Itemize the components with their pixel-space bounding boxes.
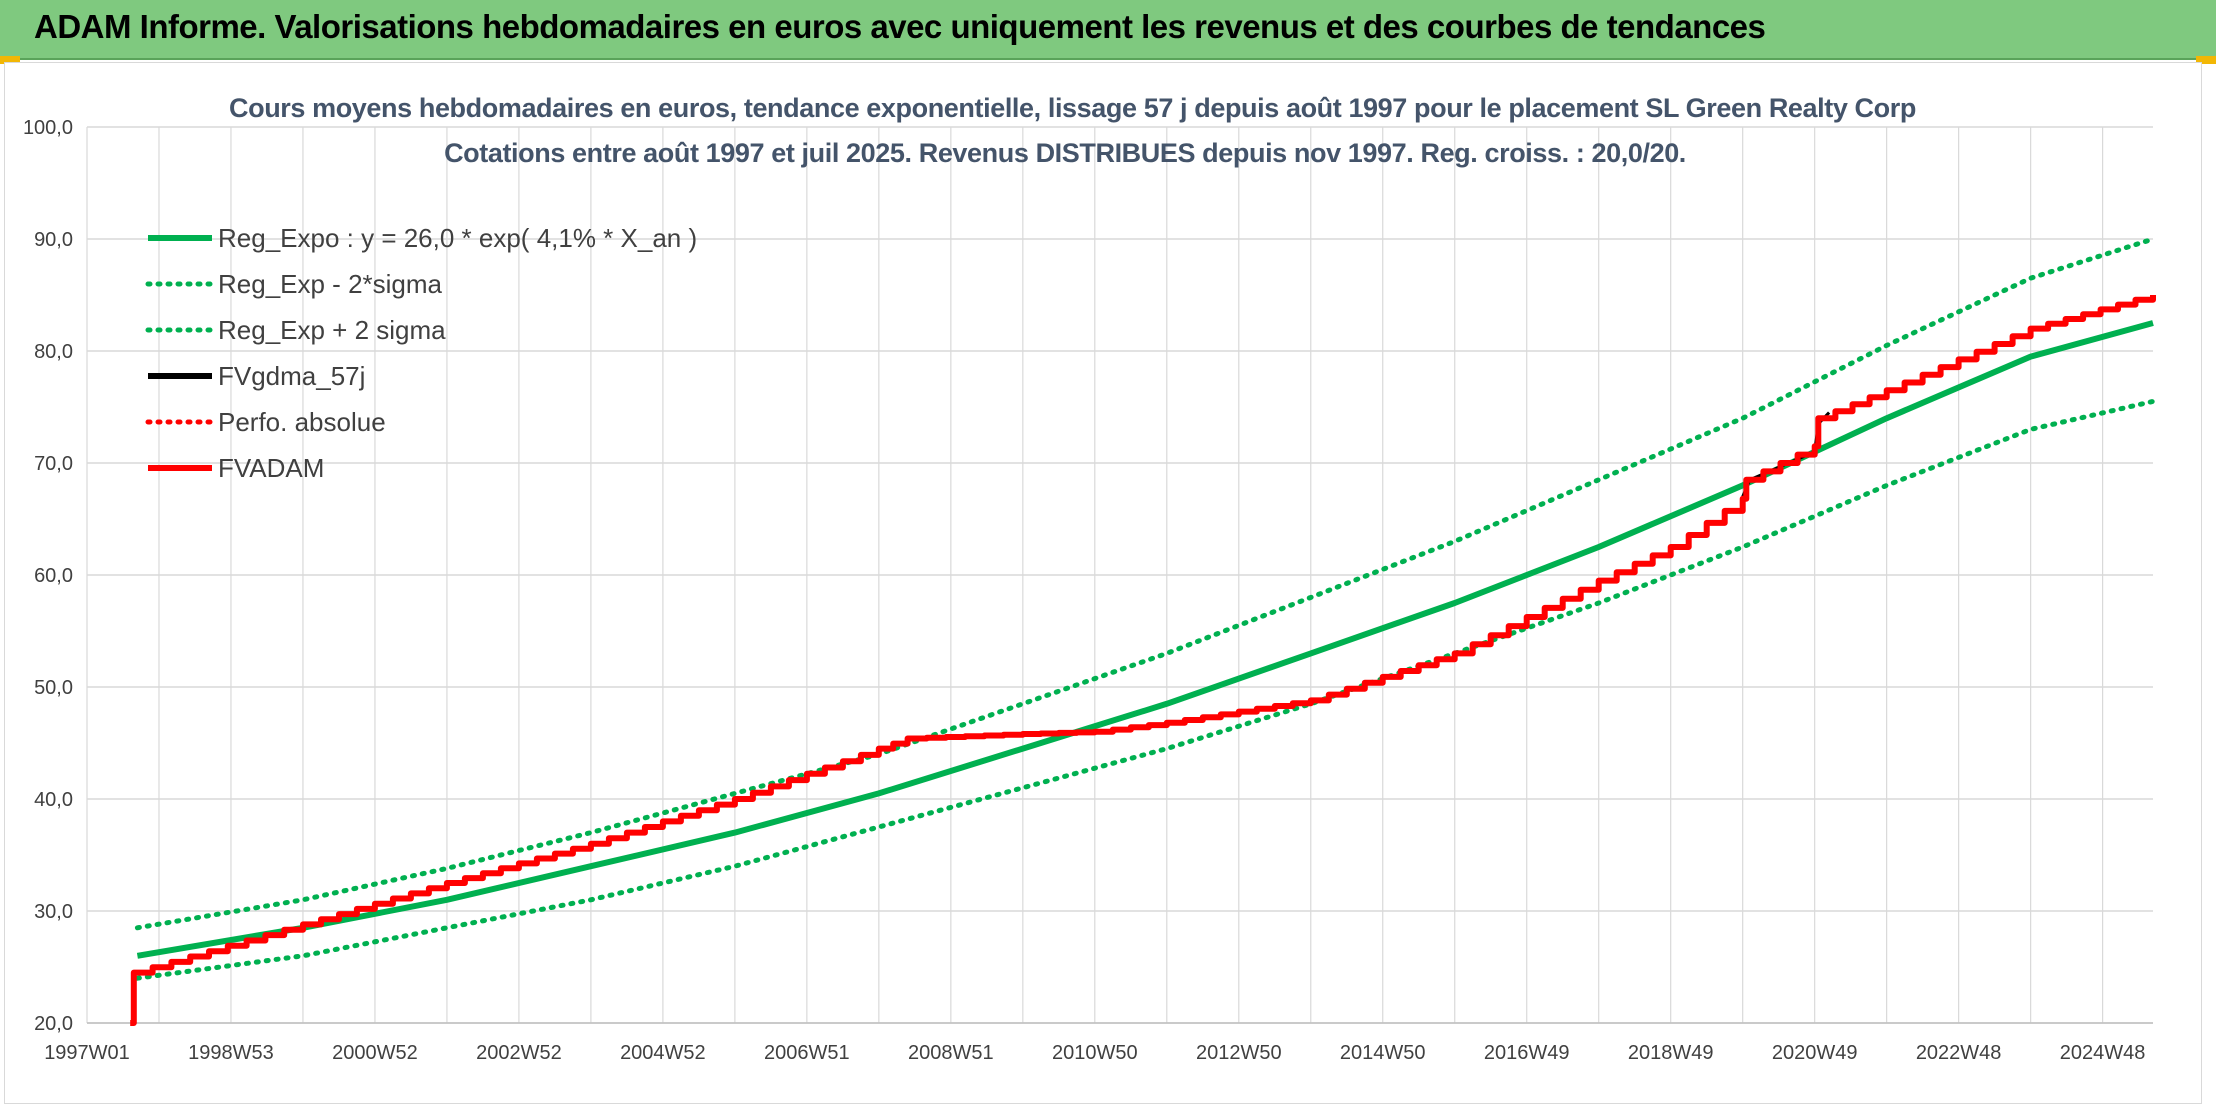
y-tick-label: 40,0 <box>34 789 73 811</box>
y-tick-label: 80,0 <box>34 341 73 363</box>
legend-label: Perfo. absolue <box>218 407 386 437</box>
y-tick-label: 90,0 <box>34 229 73 251</box>
x-tick-label: 2024W48 <box>2060 1042 2146 1064</box>
x-tick-label: 2022W48 <box>1916 1042 2002 1064</box>
axis-labels: 20,0 30,0 40,0 50,0 60,0 70,0 80,0 90,0 100,0 199… <box>23 117 2153 1064</box>
report-title: ADAM Informe. Valorisations hebdomadaire… <box>34 8 1766 45</box>
y-tick-label: 30,0 <box>34 901 73 923</box>
legend: Reg_Expo : y = 26,0 * exp( 4,1% * X_an )… <box>145 223 697 483</box>
chart-area: 20,0 30,0 40,0 50,0 60,0 70,0 80,0 90,0 100,0 199… <box>4 62 2202 1104</box>
x-tick-label: 2012W50 <box>1196 1042 1282 1064</box>
report-banner: ADAM Informe. Valorisations hebdomadaire… <box>0 0 2216 60</box>
x-tick-label: 2018W49 <box>1628 1042 1714 1064</box>
grid-lines <box>86 126 2153 1024</box>
y-tick-label: 60,0 <box>34 565 73 587</box>
corner-mark-right <box>2196 56 2216 64</box>
x-tick-label: 2010W50 <box>1052 1042 1138 1064</box>
legend-label: FVgdma_57j <box>218 361 365 391</box>
chart-svg: 20,0 30,0 40,0 50,0 60,0 70,0 80,0 90,0 100,0 199… <box>23 117 2156 1064</box>
x-tick-label: 2000W52 <box>332 1042 418 1064</box>
x-tick-label: 2002W52 <box>476 1042 562 1064</box>
x-tick-label: 2016W49 <box>1484 1042 1570 1064</box>
legend-label: FVADAM <box>218 453 324 483</box>
y-tick-label: 50,0 <box>34 677 73 699</box>
legend-label: Reg_Exp + 2 sigma <box>218 315 446 345</box>
legend-label: Reg_Expo : y = 26,0 * exp( 4,1% * X_an ) <box>218 223 697 253</box>
x-tick-label: 2006W51 <box>764 1042 850 1064</box>
x-tick-label: 1998W53 <box>188 1042 274 1064</box>
chart-title-line2: Cotations entre août 1997 et juil 2025. … <box>444 138 1686 168</box>
legend-label: Reg_Exp - 2*sigma <box>218 269 443 299</box>
x-tick-label: 2008W51 <box>908 1042 994 1064</box>
x-tick-label: 2004W52 <box>620 1042 706 1064</box>
y-tick-label: 70,0 <box>34 453 73 475</box>
series-line-1 <box>134 398 2156 981</box>
x-tick-label: 2020W49 <box>1772 1042 1858 1064</box>
y-tick-label: 20,0 <box>34 1013 73 1035</box>
corner-mark-left <box>0 56 20 64</box>
chart-title-line1: Cours moyens hebdomadaires en euros, ten… <box>229 93 1916 123</box>
series-line-5 <box>130 295 2156 1026</box>
x-tick-label: 2014W50 <box>1340 1042 1426 1064</box>
series-line-0 <box>136 320 2154 959</box>
x-tick-label: 1997W01 <box>44 1042 130 1064</box>
series-lines <box>130 236 2156 1026</box>
y-tick-label: 100,0 <box>23 117 73 139</box>
